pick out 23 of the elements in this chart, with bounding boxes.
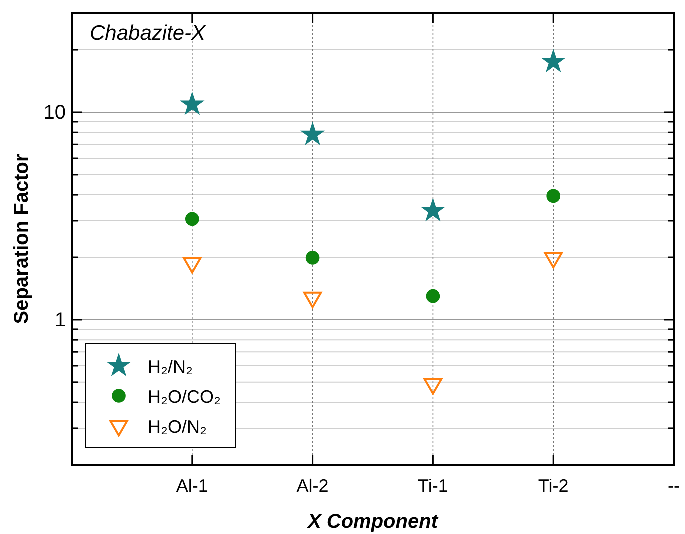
chart-title: Chabazite-X [90, 22, 207, 45]
y-tick-label: 1 [54, 309, 66, 332]
legend-label: H₂/N₂ [148, 357, 193, 377]
x-tick-label: Al-1 [176, 476, 208, 496]
x-tick-label: Ti-2 [538, 476, 569, 496]
point [424, 378, 443, 395]
y-axis-title: Separation Factor [11, 154, 33, 324]
y-tick-label: 10 [44, 102, 66, 124]
point [303, 292, 322, 308]
point [546, 189, 561, 204]
point [306, 251, 320, 265]
legend-label: H₂O/CO₂ [148, 387, 221, 407]
legend-label: H₂O/N₂ [148, 417, 207, 437]
point [420, 198, 446, 222]
x-tick-label: Ti-1 [418, 476, 448, 496]
point [300, 122, 326, 146]
x-axis-title: X Component [307, 511, 440, 533]
point [180, 92, 205, 116]
point [426, 289, 440, 304]
x-tick-label: Al-2 [296, 476, 329, 496]
point [541, 49, 566, 73]
point [185, 212, 200, 226]
x-tick-label: -- [668, 476, 680, 496]
